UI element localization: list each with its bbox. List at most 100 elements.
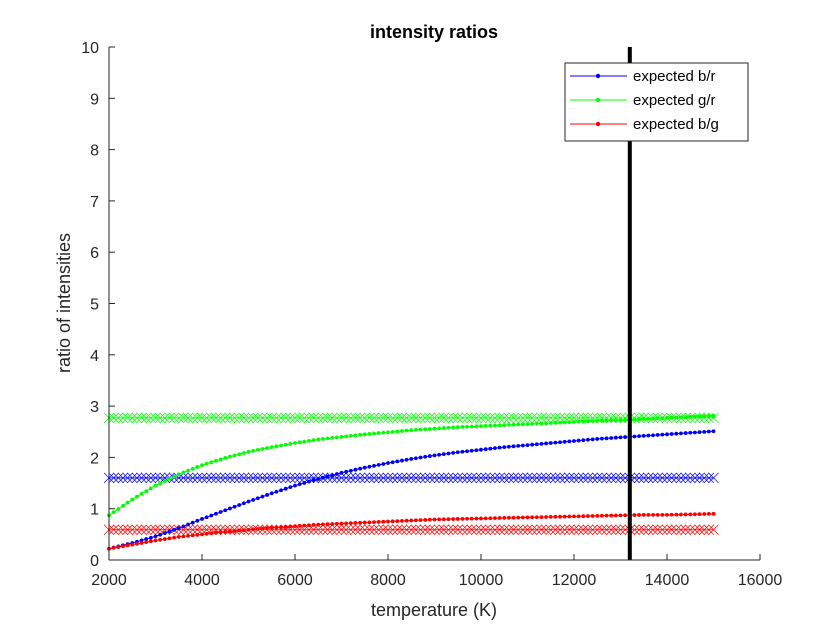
reference-marker	[475, 472, 487, 484]
series-point	[297, 440, 302, 445]
series-point	[623, 513, 628, 518]
series-point	[595, 513, 600, 518]
series-point	[632, 513, 637, 517]
y-tick-label: 0	[90, 553, 99, 570]
series-point	[460, 516, 465, 521]
series-point	[353, 433, 358, 438]
series-point	[204, 531, 209, 536]
series-point	[581, 438, 586, 443]
reference-marker	[610, 472, 622, 484]
series-point	[572, 439, 576, 443]
series-point	[558, 420, 562, 425]
series-point	[409, 518, 414, 523]
series-point	[223, 456, 228, 460]
series-point	[255, 448, 260, 452]
reference-marker	[522, 472, 533, 484]
reference-marker	[652, 524, 663, 535]
reference-marker	[113, 524, 124, 535]
series-point	[288, 441, 293, 446]
series-point	[446, 517, 451, 522]
reference-marker	[136, 472, 147, 484]
series-point	[641, 433, 646, 438]
x-tick-label: 16000	[738, 572, 783, 589]
series-point	[200, 463, 204, 467]
series-point	[176, 526, 181, 531]
series-point	[637, 417, 641, 422]
reference-marker	[689, 524, 701, 535]
reference-marker	[178, 412, 189, 424]
series-point	[455, 425, 460, 430]
series-point	[576, 419, 581, 424]
series-point	[679, 512, 683, 517]
series-point	[167, 529, 172, 534]
series-point	[293, 441, 297, 445]
series-point	[334, 435, 339, 440]
series-point	[135, 541, 139, 546]
series-point	[525, 443, 530, 447]
x-tick-label: 6000	[277, 572, 313, 589]
series-point	[339, 521, 344, 526]
reference-marker	[429, 412, 440, 424]
reference-marker	[238, 472, 250, 484]
series-point	[214, 511, 218, 516]
series-point	[116, 507, 121, 511]
reference-marker	[233, 472, 245, 484]
reference-marker	[410, 524, 422, 535]
reference-marker	[475, 524, 487, 535]
reference-marker	[331, 412, 343, 424]
reference-marker	[373, 524, 384, 535]
series-point	[376, 520, 381, 524]
reference-marker	[220, 472, 231, 484]
reference-marker	[159, 524, 171, 535]
reference-marker	[633, 524, 645, 535]
series-point	[344, 521, 349, 526]
series-point	[590, 514, 595, 518]
reference-marker	[354, 472, 366, 484]
reference-marker	[201, 472, 212, 484]
series-point	[558, 440, 562, 445]
reference-marker	[261, 412, 273, 424]
reference-marker	[322, 524, 333, 535]
reference-marker	[601, 524, 612, 535]
series-point	[362, 465, 367, 470]
series-point	[697, 414, 702, 419]
series-point	[427, 454, 432, 458]
reference-marker	[392, 524, 403, 535]
reference-marker	[554, 524, 566, 535]
reference-marker	[443, 524, 454, 535]
reference-marker	[545, 472, 556, 484]
series-point	[665, 512, 669, 517]
reference-marker	[461, 472, 473, 484]
series-point	[674, 512, 679, 517]
reference-marker	[540, 412, 552, 424]
series-point	[274, 444, 279, 449]
series-point	[334, 472, 339, 476]
reference-marker	[359, 472, 370, 484]
reference-marker	[503, 524, 515, 535]
reference-marker	[447, 412, 459, 424]
series-point	[595, 437, 600, 441]
reference-marker	[271, 412, 282, 424]
series-point	[311, 438, 316, 443]
series-point	[651, 512, 655, 517]
reference-marker	[480, 524, 491, 535]
x-tick-label: 10000	[459, 572, 504, 589]
reference-marker	[522, 412, 533, 424]
reference-marker	[615, 524, 626, 535]
reference-marker	[122, 412, 133, 424]
reference-marker	[373, 472, 384, 484]
series-point	[618, 435, 623, 440]
series-point	[158, 537, 163, 542]
y-tick-label: 2	[90, 450, 99, 467]
series-point	[209, 531, 214, 536]
series-point	[297, 523, 302, 528]
series-point	[651, 433, 655, 438]
series-point	[218, 530, 223, 535]
series-point	[381, 519, 386, 524]
series-point	[288, 524, 293, 529]
reference-marker	[285, 412, 296, 424]
series-point	[218, 457, 223, 462]
reference-marker	[471, 524, 482, 535]
series-point	[190, 533, 195, 538]
series-point	[493, 516, 497, 521]
